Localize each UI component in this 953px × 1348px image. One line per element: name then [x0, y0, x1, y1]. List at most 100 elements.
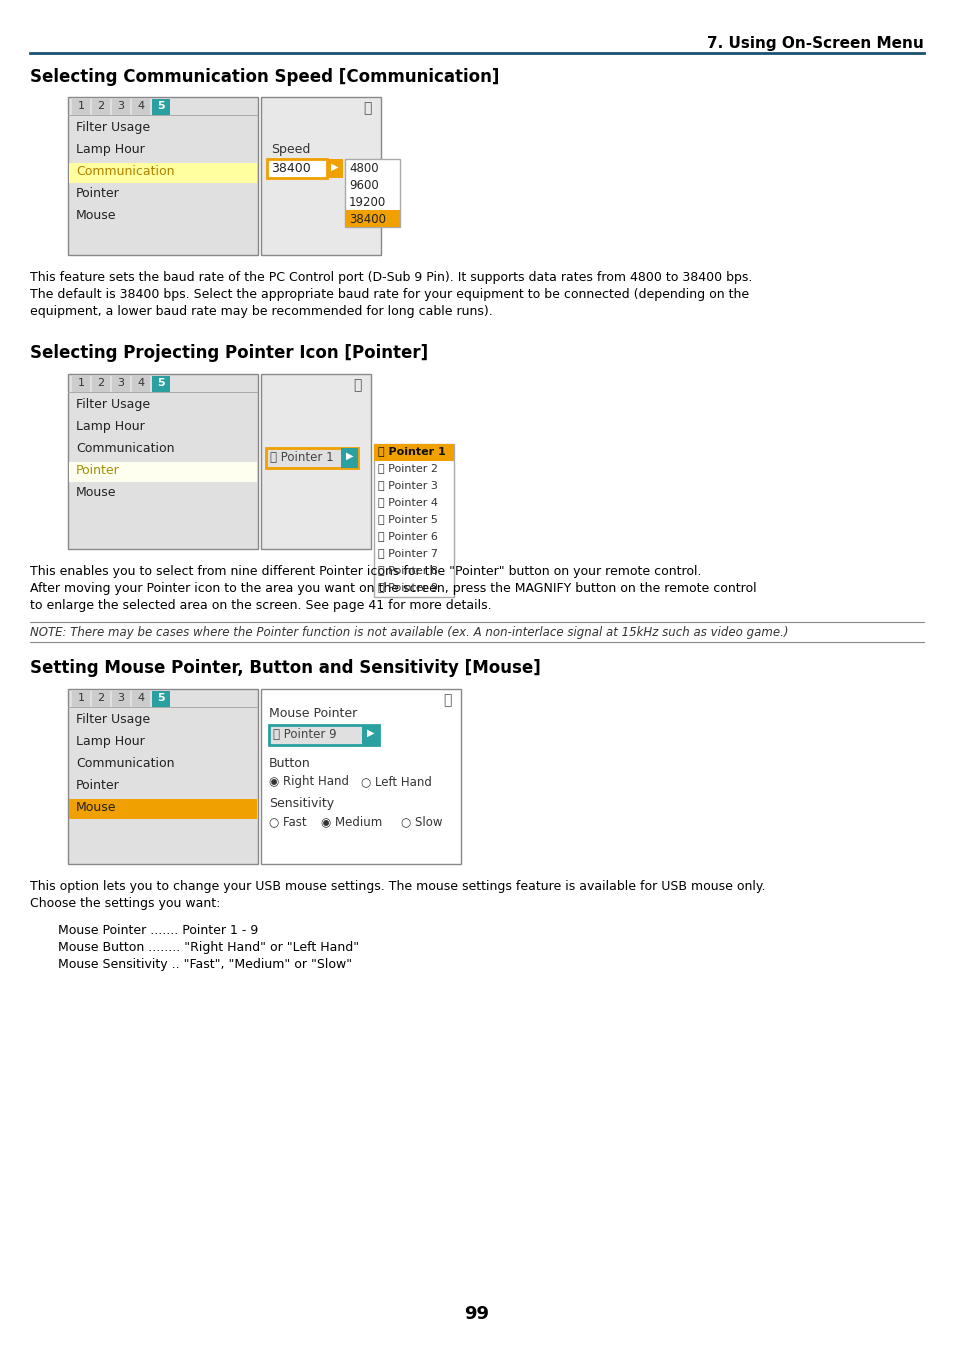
- Text: This enables you to select from nine different Pointer icons for the "Pointer" b: This enables you to select from nine dif…: [30, 565, 700, 578]
- Text: Filter Usage: Filter Usage: [76, 121, 150, 133]
- Text: 5: 5: [157, 693, 165, 704]
- Text: 1: 1: [77, 693, 85, 704]
- Text: ⮩ Pointer 7: ⮩ Pointer 7: [377, 549, 437, 558]
- Text: Mouse Button ........ "Right Hand" or "Left Hand": Mouse Button ........ "Right Hand" or "L…: [58, 941, 358, 954]
- Text: 4: 4: [137, 101, 145, 111]
- Bar: [269, 725, 378, 745]
- Text: ⮩ Pointer 1: ⮩ Pointer 1: [270, 452, 334, 464]
- Text: ○ Left Hand: ○ Left Hand: [360, 775, 432, 789]
- Bar: [112, 98, 130, 115]
- Text: Communication: Communication: [76, 442, 174, 456]
- Text: ⮩ Pointer 3: ⮩ Pointer 3: [377, 480, 437, 491]
- Bar: [266, 448, 357, 468]
- Bar: [152, 376, 170, 392]
- Text: 2: 2: [97, 693, 105, 704]
- Text: Setting Mouse Pointer, Button and Sensitivity [Mouse]: Setting Mouse Pointer, Button and Sensit…: [30, 659, 540, 677]
- Text: ⮩ Pointer 9: ⮩ Pointer 9: [377, 582, 437, 592]
- Text: ⓖ: ⓖ: [353, 377, 361, 392]
- Text: Selecting Communication Speed [Communication]: Selecting Communication Speed [Communica…: [30, 67, 498, 86]
- Text: ⮩ Pointer 6: ⮩ Pointer 6: [377, 531, 437, 541]
- Text: ⮩ Pointer 5: ⮩ Pointer 5: [377, 514, 437, 524]
- Bar: [68, 373, 257, 549]
- Bar: [68, 689, 257, 864]
- Bar: [91, 98, 110, 115]
- Text: ⮩ Pointer 8: ⮩ Pointer 8: [377, 565, 437, 576]
- Text: Pointer: Pointer: [76, 779, 120, 793]
- Text: Mouse Sensitivity .. "Fast", "Medium" or "Slow": Mouse Sensitivity .. "Fast", "Medium" or…: [58, 958, 352, 971]
- Text: NOTE: There may be cases where the Pointer function is not available (ex. A non-: NOTE: There may be cases where the Point…: [30, 625, 788, 639]
- Text: Speed: Speed: [271, 143, 310, 156]
- Text: Mouse: Mouse: [76, 209, 116, 222]
- Text: Filter Usage: Filter Usage: [76, 398, 150, 411]
- Text: 1: 1: [77, 377, 85, 388]
- Bar: [345, 210, 399, 226]
- Text: ⓖ: ⓖ: [442, 693, 451, 706]
- Text: to enlarge the selected area on the screen. See page 41 for more details.: to enlarge the selected area on the scre…: [30, 599, 491, 612]
- Bar: [112, 692, 130, 706]
- Bar: [69, 799, 256, 820]
- Bar: [361, 725, 378, 745]
- Text: Mouse: Mouse: [76, 487, 116, 499]
- Bar: [69, 462, 256, 483]
- Bar: [69, 163, 256, 183]
- Bar: [152, 692, 170, 706]
- Text: The default is 38400 bps. Select the appropriate baud rate for your equipment to: The default is 38400 bps. Select the app…: [30, 288, 748, 301]
- Text: ⓖ: ⓖ: [363, 101, 371, 115]
- Text: Communication: Communication: [76, 758, 174, 770]
- Bar: [261, 689, 460, 864]
- Bar: [71, 692, 90, 706]
- Text: 9600: 9600: [349, 179, 378, 191]
- Bar: [132, 98, 150, 115]
- Text: Communication: Communication: [76, 164, 174, 178]
- Text: equipment, a lower baud rate may be recommended for long cable runs).: equipment, a lower baud rate may be reco…: [30, 305, 493, 318]
- Bar: [267, 159, 327, 178]
- Text: Lamp Hour: Lamp Hour: [76, 735, 145, 748]
- Bar: [91, 692, 110, 706]
- Bar: [112, 376, 130, 392]
- Text: Choose the settings you want:: Choose the settings you want:: [30, 896, 220, 910]
- Text: ⮩ Pointer 2: ⮩ Pointer 2: [377, 462, 437, 473]
- Text: Button: Button: [269, 758, 311, 770]
- Text: 4800: 4800: [349, 162, 378, 175]
- Text: 2: 2: [97, 377, 105, 388]
- Text: 3: 3: [117, 377, 125, 388]
- Text: Lamp Hour: Lamp Hour: [76, 421, 145, 433]
- Text: Mouse: Mouse: [76, 801, 116, 814]
- Text: ◉ Right Hand: ◉ Right Hand: [269, 775, 349, 789]
- Bar: [132, 376, 150, 392]
- Bar: [261, 373, 371, 549]
- Bar: [374, 443, 454, 461]
- Text: ⮩ Pointer 1: ⮩ Pointer 1: [377, 446, 445, 456]
- Text: Sensitivity: Sensitivity: [269, 797, 334, 810]
- Text: ○ Fast: ○ Fast: [269, 816, 306, 828]
- Text: Pointer: Pointer: [76, 187, 120, 200]
- Text: 19200: 19200: [349, 195, 386, 209]
- Text: ◉ Medium: ◉ Medium: [320, 816, 382, 828]
- Text: 1: 1: [77, 101, 85, 111]
- Text: 7. Using On-Screen Menu: 7. Using On-Screen Menu: [706, 36, 923, 51]
- Text: Pointer: Pointer: [76, 464, 120, 477]
- Text: ▶: ▶: [346, 452, 354, 461]
- Text: Selecting Projecting Pointer Icon [Pointer]: Selecting Projecting Pointer Icon [Point…: [30, 344, 428, 363]
- Text: This feature sets the baud rate of the PC Control port (D-Sub 9 Pin). It support: This feature sets the baud rate of the P…: [30, 271, 752, 284]
- Bar: [261, 97, 380, 255]
- Bar: [152, 98, 170, 115]
- Text: 3: 3: [117, 693, 125, 704]
- Text: Filter Usage: Filter Usage: [76, 713, 150, 727]
- Text: 3: 3: [117, 101, 125, 111]
- Text: 5: 5: [157, 377, 165, 388]
- Text: After moving your Pointer icon to the area you want on the screen, press the MAG: After moving your Pointer icon to the ar…: [30, 582, 756, 594]
- Text: Lamp Hour: Lamp Hour: [76, 143, 145, 156]
- Text: Mouse Pointer ....... Pointer 1 - 9: Mouse Pointer ....... Pointer 1 - 9: [58, 923, 258, 937]
- Text: This option lets you to change your USB mouse settings. The mouse settings featu: This option lets you to change your USB …: [30, 880, 764, 892]
- Bar: [71, 98, 90, 115]
- Text: 4: 4: [137, 693, 145, 704]
- Bar: [340, 448, 357, 468]
- Bar: [374, 443, 454, 597]
- Text: ⮩ Pointer 4: ⮩ Pointer 4: [377, 497, 437, 507]
- Text: Mouse Pointer: Mouse Pointer: [269, 706, 356, 720]
- Text: 99: 99: [464, 1305, 489, 1322]
- Text: 5: 5: [157, 101, 165, 111]
- Bar: [71, 376, 90, 392]
- Text: 2: 2: [97, 101, 105, 111]
